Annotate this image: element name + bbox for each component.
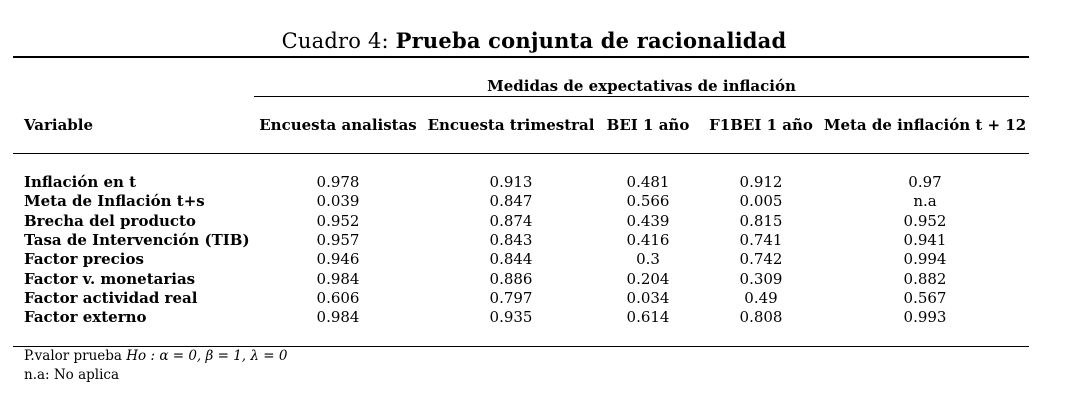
table-cell: 0.3: [636, 250, 660, 269]
table-cell: 0.913: [489, 173, 533, 191]
bottom-rule: [13, 346, 1029, 347]
table-caption: Cuadro 4: Prueba conjunta de racionalida…: [0, 28, 1068, 53]
table-cell: 0.309: [739, 269, 783, 288]
na-note: n.a: No aplica: [24, 367, 120, 383]
header-rule: [13, 153, 1029, 154]
top-rule: [13, 56, 1029, 58]
table-cell: 0.843: [489, 230, 533, 249]
column-header: BEI 1 año: [606, 116, 690, 134]
table-cell: 0.567: [903, 288, 947, 307]
table-cell: 0.416: [626, 230, 670, 249]
table-cell: 0.797: [489, 288, 533, 307]
table-cell: n.a: [913, 192, 937, 211]
row-header: Variable: [24, 116, 94, 134]
table-cell: 0.994: [903, 250, 947, 269]
table-cell: 0.952: [903, 211, 947, 230]
table-cell: 0.978: [316, 173, 360, 191]
table-cell: 0.204: [626, 269, 670, 288]
pvalue-hypothesis: Ho : α = 0, β = 1, λ = 0: [126, 348, 288, 364]
table-cell: 0.741: [739, 230, 783, 249]
row-label: Tasa de Intervención (TIB): [24, 230, 250, 249]
table-cell: 0.742: [739, 250, 783, 269]
column-header: F1BEI 1 año: [709, 116, 813, 134]
table-cell: 0.957: [316, 230, 360, 249]
table-cell: 0.993: [903, 308, 947, 327]
table-cell: 0.941: [903, 230, 947, 249]
table-cell: 0.49: [744, 288, 778, 307]
table-cell: 0.946: [316, 250, 360, 269]
pvalue-note: P.valor prueba Ho : α = 0, β = 1, λ = 0: [24, 348, 287, 364]
table-cell: 0.874: [489, 211, 533, 230]
table-cell: 0.912: [739, 173, 783, 191]
table-cell: 0.815: [739, 211, 783, 230]
table-cell: 0.984: [316, 269, 360, 288]
column-header: Encuesta trimestral: [427, 116, 595, 134]
column-header: Meta de inflación t + 12: [823, 116, 1027, 134]
column-header: Encuesta analistas: [259, 116, 417, 134]
group-rule: [254, 96, 1029, 97]
caption-title: Prueba conjunta de racionalidad: [395, 28, 787, 53]
row-label: Brecha del producto: [24, 211, 196, 230]
table-cell: 0.844: [489, 250, 533, 269]
group-header: Medidas de expectativas de inflación: [487, 77, 796, 95]
table-cell: 0.886: [489, 269, 533, 288]
table-cell: 0.935: [489, 308, 533, 327]
row-label: Inflación en t: [24, 173, 137, 191]
table-cell: 0.808: [739, 308, 783, 327]
row-label: Factor externo: [24, 308, 147, 327]
row-label: Meta de Inflación t+s: [24, 192, 205, 211]
table-cell: 0.481: [626, 173, 670, 191]
caption-label: Cuadro 4:: [281, 29, 389, 53]
table-cell: 0.847: [489, 192, 533, 211]
row-label: Factor actividad real: [24, 288, 198, 307]
table-cell: 0.614: [626, 308, 670, 327]
table-cell: 0.039: [316, 192, 360, 211]
table-cell: 0.034: [626, 288, 670, 307]
table-cell: 0.439: [626, 211, 670, 230]
pvalue-prefix: P.valor prueba: [24, 348, 122, 364]
table-cell: 0.97: [908, 173, 942, 191]
row-label: Factor v. monetarias: [24, 269, 196, 288]
row-label: Factor precios: [24, 250, 144, 269]
table-cell: 0.984: [316, 308, 360, 327]
table-cell: 0.606: [316, 288, 360, 307]
table-cell: 0.952: [316, 211, 360, 230]
table-cell: 0.005: [739, 192, 783, 211]
table-cell: 0.882: [903, 269, 947, 288]
table-cell: 0.566: [626, 192, 670, 211]
